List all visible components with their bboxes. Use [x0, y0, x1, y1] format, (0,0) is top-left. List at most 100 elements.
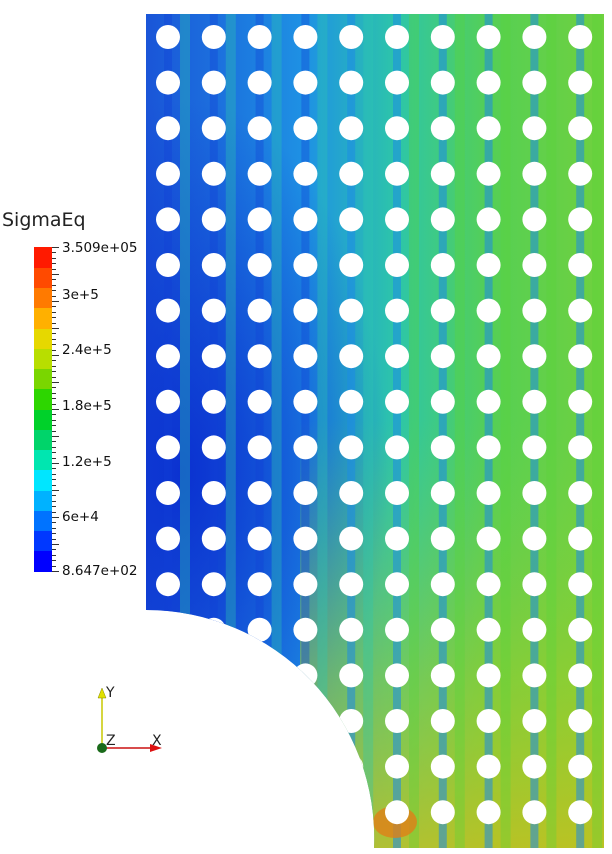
plate-hole — [385, 526, 409, 551]
plate-hole — [385, 25, 409, 49]
color-scale-tick — [52, 527, 56, 529]
color-scale-tick — [52, 279, 56, 281]
plate-hole — [522, 572, 547, 597]
color-scale-tick — [52, 468, 56, 470]
color-scale-tick — [52, 290, 56, 292]
color-scale-tick — [52, 355, 59, 356]
stress-band — [271, 14, 282, 848]
plate-hole — [430, 526, 455, 551]
color-scale-segment — [34, 388, 52, 410]
plate-hole — [476, 70, 501, 95]
plate-hole — [201, 663, 226, 688]
color-scale-tick — [52, 522, 56, 524]
color-scale-tick — [52, 414, 56, 416]
stress-band — [347, 14, 356, 848]
plate-hole — [339, 572, 364, 597]
plate-hole — [201, 617, 226, 642]
plate-hole — [430, 116, 455, 141]
color-scale-tick — [52, 457, 56, 459]
color-scale-tick — [52, 295, 56, 297]
plate-hole — [385, 298, 409, 323]
plate-hole — [522, 116, 547, 141]
plate-hole — [339, 435, 364, 460]
plate-hole — [522, 344, 547, 369]
color-scale-tick — [52, 511, 56, 513]
plate-hole — [568, 70, 593, 95]
color-scale-segment — [34, 307, 52, 329]
color-scale-tick — [52, 301, 59, 302]
color-scale-tick — [52, 252, 56, 254]
plate-hole — [247, 389, 272, 414]
plate-hole — [568, 481, 593, 505]
plate-hole — [476, 709, 501, 733]
plate-hole — [568, 389, 593, 414]
color-scale-tick — [52, 403, 56, 405]
axes-triad — [97, 687, 162, 753]
plate-hole — [385, 435, 409, 460]
plate-hole — [247, 617, 272, 642]
plate-hole — [568, 25, 593, 49]
plate-hole — [385, 70, 409, 95]
plate-hole — [430, 435, 455, 460]
color-scale-segment — [34, 490, 52, 511]
plate-hole — [293, 207, 318, 232]
color-scale-tick — [52, 333, 56, 335]
plate-hole — [247, 435, 272, 460]
color-scale-tick — [52, 484, 56, 486]
plate-hole — [476, 207, 501, 232]
plate-hole — [156, 526, 180, 551]
plate-hole — [156, 25, 180, 49]
plate-hole — [293, 25, 318, 49]
plate-hole — [156, 116, 180, 141]
plate-hole — [476, 25, 501, 49]
color-scale-tick — [52, 338, 56, 340]
plate-hole — [568, 344, 593, 369]
color-scale-tick — [52, 306, 56, 308]
plate-hole — [385, 344, 409, 369]
plate-hole — [156, 389, 180, 414]
color-scale-tick — [52, 560, 56, 562]
legend-max-label: 3.509e+05 — [62, 240, 138, 256]
color-scale-tick — [52, 571, 59, 572]
y-axis-label: Y — [106, 685, 115, 701]
plate-hole — [247, 754, 272, 779]
color-scale-tick — [52, 538, 56, 540]
plate-hole — [293, 253, 318, 277]
plate-hole — [568, 709, 593, 733]
plate-hole — [568, 663, 593, 688]
x-axis-arrow — [150, 744, 162, 752]
color-scale-tick — [52, 392, 56, 394]
legend-title: SigmaEq — [2, 209, 86, 231]
stress-band — [438, 14, 447, 848]
legend-tick-label: 6e+4 — [62, 509, 99, 525]
plate-hole — [430, 25, 455, 49]
plate-hole — [385, 116, 409, 141]
color-scale-tick — [52, 446, 56, 448]
plate-hole — [293, 754, 318, 779]
plate-hole — [339, 70, 364, 95]
plate-hole — [156, 253, 180, 277]
legend-tick-label: 2.4e+5 — [62, 342, 112, 358]
plate-hole — [568, 116, 593, 141]
plate-hole — [430, 207, 455, 232]
color-scale-tick — [52, 317, 56, 319]
color-scale-segment — [34, 247, 52, 268]
plate-hole — [293, 116, 318, 141]
plate-hole — [522, 663, 547, 688]
plate-hole — [476, 116, 501, 141]
plate-hole — [522, 617, 547, 642]
color-scale-segment — [34, 510, 52, 531]
color-scale-tick — [52, 479, 56, 481]
color-scale-bar — [34, 247, 52, 572]
color-scale-segment — [34, 267, 52, 288]
plate-hole — [339, 526, 364, 551]
plate-hole — [339, 617, 364, 642]
color-scale-segment — [34, 429, 52, 450]
plate-hole — [430, 754, 455, 779]
stress-band — [530, 14, 539, 848]
stress-band — [393, 14, 401, 848]
plate-hole — [156, 617, 180, 642]
plate-hole — [293, 481, 318, 505]
